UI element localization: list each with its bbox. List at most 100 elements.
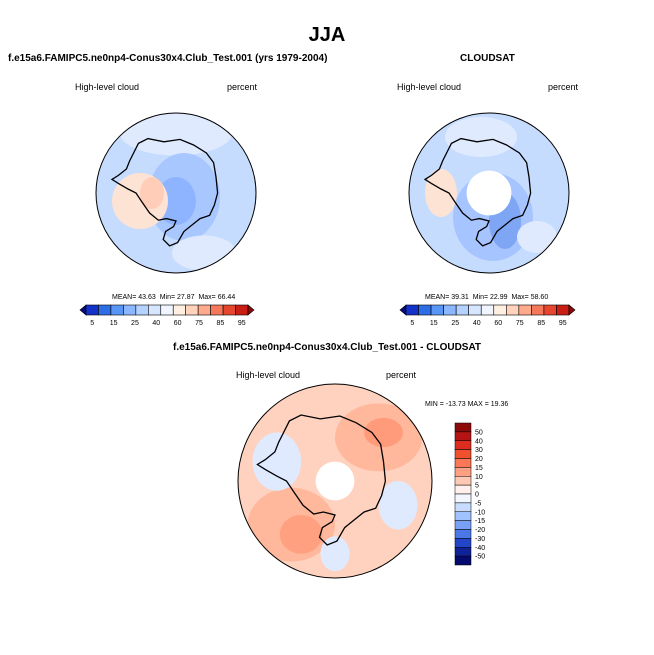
contour-region [279,514,323,554]
coastline-antarctica [423,137,532,247]
panel1-mean-label: MEAN= [112,294,137,301]
colorbar-tick-label: -15 [475,518,485,525]
colorbar-tick-label: 15 [475,465,483,472]
panel1-title: f.e15a6.FAMIPC5.ne0np4-Conus30x4.Club_Te… [8,53,328,64]
colorbar-box [172,304,186,316]
panel3-stats: MIN = -13.73 MAX = 19.36 [425,401,509,408]
colorbar-box [454,511,472,521]
colorbar-panel2: 5 15 25 40 60 75 85 95 [399,304,576,327]
colorbar-box [454,422,472,433]
missing-data-hole [315,461,355,501]
colorbar-box [543,304,557,316]
contour-region [120,113,232,156]
colorbar-tick-label: 85 [217,320,225,327]
colorbar-box [454,520,472,530]
colorbar-tick-label: 15 [430,320,438,327]
colorbar-box [405,304,419,316]
coastline-antarctica [110,137,219,247]
panel2-mean: 39.31 [451,294,469,301]
colorbar-box [556,304,570,316]
contour-region [172,235,236,271]
colorbar-tick-label: -10 [475,509,485,516]
colorbar-box [468,304,482,316]
colorbar-tick-label: 40 [473,320,481,327]
colorbar-tick-label: 25 [131,320,139,327]
colorbar-tick-label: 20 [475,456,483,463]
colorbar-box [454,467,472,477]
colorbar-box [123,304,137,316]
colorbar-tick-label: 5 [410,320,414,327]
colorbar-box [454,476,472,486]
colorbar-box [480,304,495,316]
colorbar-box [418,304,432,316]
colorbar-end [247,304,255,316]
map-border [95,112,257,274]
colorbar-box [454,547,472,557]
colorbar-tick-label: 95 [238,320,246,327]
panel1-mean: 43.63 [138,294,156,301]
colorbar-box [222,304,236,316]
contour-region [445,117,517,157]
contour-region [364,417,403,448]
colorbar-tick-label: 0 [475,492,479,499]
colorbar-box [430,304,444,316]
panel2-stats: MEAN= 39.31 Min= 22.99 Max= 58.60 [425,294,548,301]
colorbar-box [454,431,472,441]
panel2-mean-label: MEAN= [425,294,450,301]
colorbar-box [85,304,99,316]
colorbar-box [235,304,249,316]
colorbar-tick-label: -50 [475,554,485,561]
contour-region [517,221,557,253]
colorbar-tick-label: -30 [475,536,485,543]
colorbar-box [443,304,457,316]
panel3-title: f.e15a6.FAMIPC5.ne0np4-Conus30x4.Club_Te… [173,342,482,353]
contour-region [156,177,196,225]
panel3-variable: High-level cloud [236,370,301,380]
colorbar-tick-label: 75 [195,320,203,327]
colorbar-tick-label: -40 [475,545,485,552]
coastline-antarctica [256,414,387,546]
colorbar-box [518,304,532,316]
colorbar-tick-label: 40 [152,320,160,327]
colorbar-box [185,304,199,316]
colorbar-tick-label: 50 [475,429,483,436]
map-panel-2 [408,112,570,274]
colorbar-box [454,458,472,468]
colorbar-panel1: 5 15 25 40 60 75 85 95 [79,304,255,327]
colorbar-tick-label: 5 [475,483,479,490]
colorbar-tick-label: 25 [451,320,459,327]
panel2-title: CLOUDSAT [460,53,515,64]
colorbar-end [79,304,87,316]
map-border [408,112,570,274]
colorbar-box [98,304,112,316]
colorbar-end [399,304,407,316]
colorbar-tick-label: 85 [537,320,545,327]
colorbar-box [454,484,472,495]
colorbar-box [160,304,174,316]
panel1-stats: MEAN= 43.63 Min= 27.87 Max= 66.44 [112,294,235,301]
map-panel-3 [237,383,433,579]
colorbar-box [455,304,469,316]
colorbar-box [454,502,472,512]
missing-data-hole [466,170,512,216]
colorbar-tick-label: 5 [90,320,94,327]
map-border [237,383,433,579]
panel1-min-label: Min= [159,294,176,301]
panel3-units: percent [386,370,417,380]
colorbar-box [148,304,162,316]
colorbar-tick-label: 95 [559,320,567,327]
colorbar-box [454,529,472,539]
contour-region [252,432,302,491]
colorbar-tick-label: 60 [174,320,182,327]
panel2-min: 22.99 [490,294,508,301]
panel1-max-label: Max= [198,294,216,301]
colorbar-end [568,304,576,316]
colorbar-tick-label: 15 [110,320,118,327]
panel1-units: percent [227,82,258,92]
colorbar-tick-label: 75 [516,320,524,327]
panel2-min-label: Min= [472,294,489,301]
contour-region [140,177,164,209]
colorbar-box [454,449,472,459]
